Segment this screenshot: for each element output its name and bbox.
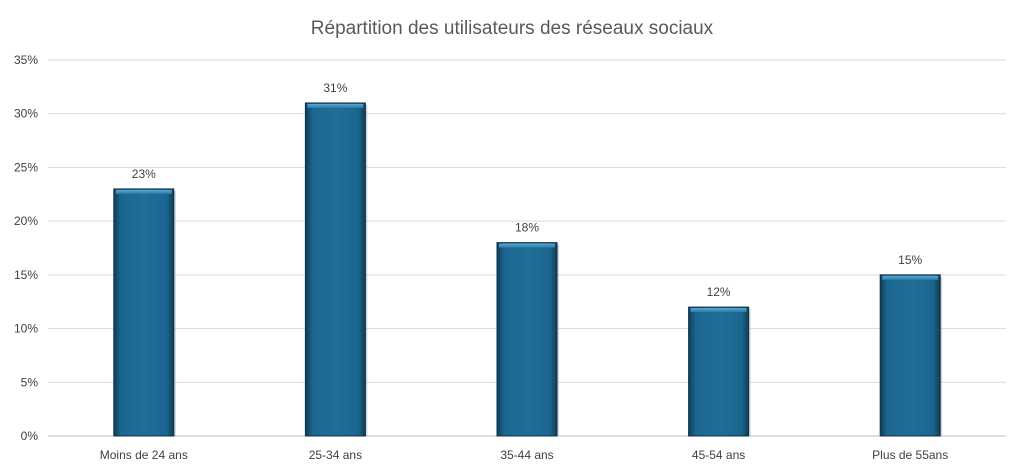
category-label: 45-54 ans [692,448,745,462]
x-axis-categories: Moins de 24 ans 25-34 ans 35-44 ans 45-54 a… [100,448,948,462]
category-label: 25-34 ans [309,448,362,462]
chart-title: Répartition des utilisateurs des réseaux… [311,18,714,39]
bar [879,274,941,437]
data-label: 23% [132,167,156,181]
category-label: 35-44 ans [500,448,553,462]
y-tick-label: 35% [14,53,38,67]
y-tick-label: 25% [14,160,38,174]
bar-bevel [882,275,939,280]
bar [496,242,558,437]
y-tick-label: 10% [14,322,38,336]
category-label: Plus de 55ans [872,448,948,462]
y-tick-label: 5% [21,375,39,389]
bar-bevel [307,103,364,108]
y-tick-label: 20% [14,214,38,228]
data-label: 31% [323,81,347,95]
category-label: Moins de 24 ans [100,448,188,462]
data-label: 15% [898,253,922,267]
y-tick-label: 30% [14,107,38,121]
bar-bevel [115,189,172,194]
data-label: 18% [515,221,539,235]
y-tick-label: 15% [14,268,38,282]
bar [688,306,750,437]
data-label: 12% [707,285,731,299]
data-labels: 23% 31% 18% 12% 15% [132,81,923,299]
bars [113,102,943,437]
bar-bevel [690,308,747,313]
y-axis-ticks: 0% 5% 10% 15% 20% 25% 30% 35% [14,53,38,443]
bar-bevel [499,243,555,248]
bar [304,102,366,437]
bar [113,188,175,437]
y-tick-label: 0% [21,429,39,443]
